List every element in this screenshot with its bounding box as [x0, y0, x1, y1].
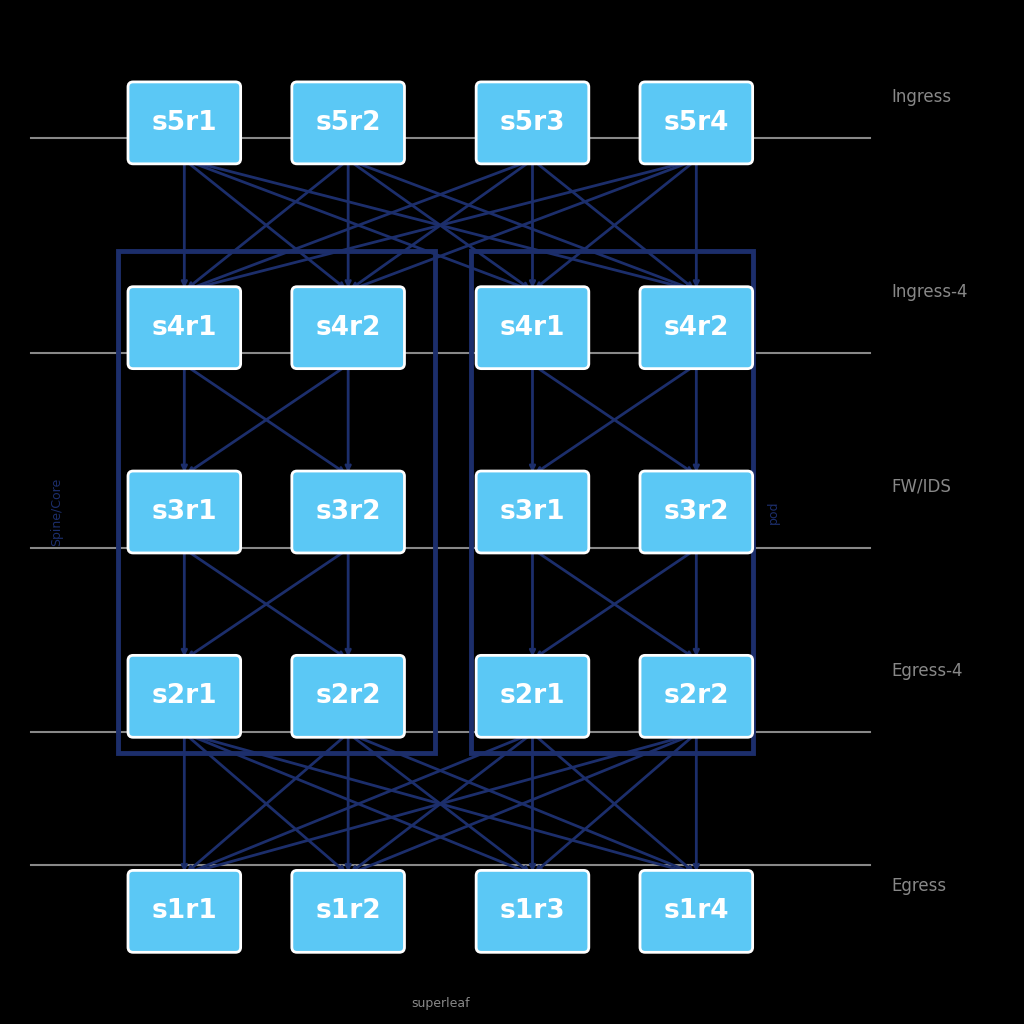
- FancyBboxPatch shape: [476, 655, 589, 737]
- Text: s4r1: s4r1: [152, 314, 217, 341]
- Text: s5r4: s5r4: [664, 110, 729, 136]
- FancyBboxPatch shape: [640, 471, 753, 553]
- FancyBboxPatch shape: [640, 82, 753, 164]
- Text: pod: pod: [767, 501, 779, 523]
- Text: s2r1: s2r1: [500, 683, 565, 710]
- Text: FW/IDS: FW/IDS: [891, 477, 950, 496]
- FancyBboxPatch shape: [292, 870, 404, 952]
- FancyBboxPatch shape: [476, 870, 589, 952]
- Text: s3r2: s3r2: [664, 499, 729, 525]
- Text: s2r2: s2r2: [315, 683, 381, 710]
- FancyBboxPatch shape: [292, 287, 404, 369]
- FancyBboxPatch shape: [640, 870, 753, 952]
- FancyBboxPatch shape: [292, 82, 404, 164]
- FancyBboxPatch shape: [128, 655, 241, 737]
- Text: Egress: Egress: [891, 877, 946, 895]
- Text: Egress-4: Egress-4: [891, 662, 963, 680]
- FancyBboxPatch shape: [128, 870, 241, 952]
- Text: Ingress: Ingress: [891, 88, 951, 106]
- Text: s4r2: s4r2: [664, 314, 729, 341]
- Text: s2r1: s2r1: [152, 683, 217, 710]
- Text: s2r2: s2r2: [664, 683, 729, 710]
- FancyBboxPatch shape: [128, 471, 241, 553]
- Text: superleaf: superleaf: [411, 997, 470, 1010]
- Text: Spine/Core: Spine/Core: [50, 478, 62, 546]
- FancyBboxPatch shape: [292, 655, 404, 737]
- Text: s5r2: s5r2: [315, 110, 381, 136]
- Text: s4r1: s4r1: [500, 314, 565, 341]
- Text: s5r3: s5r3: [500, 110, 565, 136]
- Text: s3r1: s3r1: [500, 499, 565, 525]
- FancyBboxPatch shape: [476, 471, 589, 553]
- Text: s5r1: s5r1: [152, 110, 217, 136]
- FancyBboxPatch shape: [128, 82, 241, 164]
- FancyBboxPatch shape: [476, 82, 589, 164]
- Text: s3r1: s3r1: [152, 499, 217, 525]
- Text: s1r4: s1r4: [664, 898, 729, 925]
- FancyBboxPatch shape: [128, 287, 241, 369]
- Text: s4r2: s4r2: [315, 314, 381, 341]
- FancyBboxPatch shape: [476, 287, 589, 369]
- Text: Ingress-4: Ingress-4: [891, 283, 968, 301]
- FancyBboxPatch shape: [292, 471, 404, 553]
- FancyBboxPatch shape: [640, 287, 753, 369]
- Text: s1r2: s1r2: [315, 898, 381, 925]
- FancyBboxPatch shape: [640, 655, 753, 737]
- Text: s1r1: s1r1: [152, 898, 217, 925]
- Text: s1r3: s1r3: [500, 898, 565, 925]
- Text: s3r2: s3r2: [315, 499, 381, 525]
